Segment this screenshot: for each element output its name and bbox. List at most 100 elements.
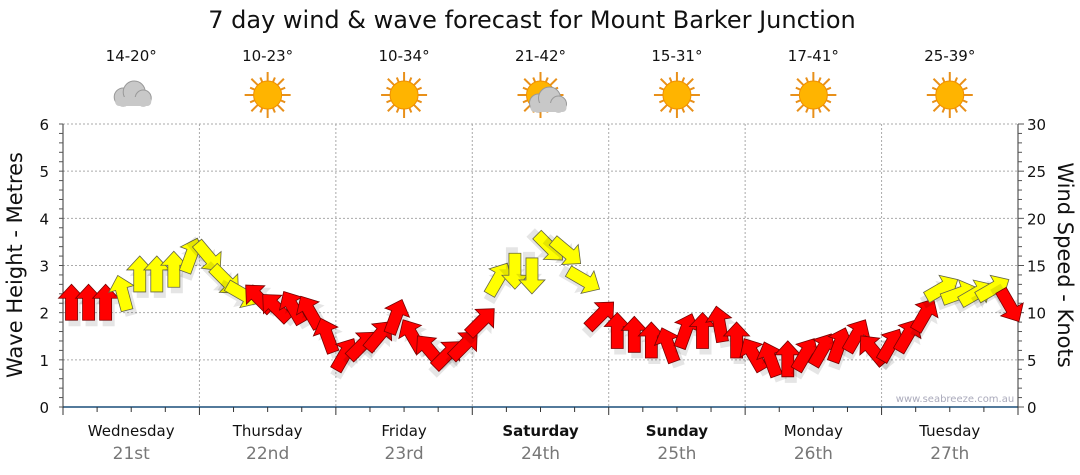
wind-arrow xyxy=(705,305,736,349)
sun-disc xyxy=(935,80,965,110)
cloud-base xyxy=(115,97,152,106)
day-date: 25th xyxy=(657,444,696,464)
wind-arrow-shape xyxy=(446,331,478,363)
sun-ray xyxy=(941,77,946,83)
wind-arrow xyxy=(542,234,582,265)
sun-ray xyxy=(249,99,256,104)
day-date: 22nd xyxy=(246,444,289,464)
y-tick-label-right: 0 xyxy=(1027,399,1037,417)
sun-ray xyxy=(250,104,259,112)
watermark: www.seabreeze.com.au xyxy=(896,394,1014,405)
day-name: Friday xyxy=(381,422,427,440)
wind-arrow-shape xyxy=(705,305,733,344)
sun-ray xyxy=(817,77,822,83)
wind-arrow xyxy=(186,236,222,272)
wind-arrow xyxy=(108,274,139,317)
sun-icon xyxy=(653,72,700,118)
sun-ray xyxy=(681,77,686,83)
sun-ray xyxy=(689,86,695,91)
day-temperature: 21-42° xyxy=(515,47,566,65)
day-date: 21st xyxy=(113,444,150,464)
y-tick-label-right: 25 xyxy=(1027,163,1046,181)
sun-ray xyxy=(796,104,805,112)
sun-disc xyxy=(662,80,692,110)
wind-arrow-shape xyxy=(722,321,751,359)
wind-arrow xyxy=(739,338,773,377)
day-name: Monday xyxy=(784,422,843,440)
wind-arrow xyxy=(722,321,753,364)
y-tick-label-right: 5 xyxy=(1027,352,1037,370)
day-temperature: 15-31° xyxy=(651,47,702,65)
sun-ray xyxy=(805,107,809,113)
y-tick-label-right: 20 xyxy=(1027,210,1046,228)
sun-ray xyxy=(825,86,832,91)
y-tick-label-left: 4 xyxy=(39,210,49,228)
day-name: Sunday xyxy=(646,422,709,440)
sun-ray xyxy=(276,104,285,112)
sun-ray xyxy=(658,99,665,104)
day-name: Saturday xyxy=(502,422,579,440)
cloud-icon xyxy=(113,80,152,107)
cloud-base xyxy=(530,103,567,112)
day-temperature: 10-23° xyxy=(242,47,293,65)
wind-arrow-shape xyxy=(312,317,340,355)
sun-ray xyxy=(659,78,668,86)
y-tick-label-right: 10 xyxy=(1027,305,1046,323)
sun-ray xyxy=(280,86,286,91)
sun-ray xyxy=(931,86,938,91)
sun-ray xyxy=(822,78,831,86)
wind-arrow-shape xyxy=(191,238,222,272)
wind-arrow xyxy=(445,331,478,369)
day-name: Thursday xyxy=(232,422,303,440)
sun-ray xyxy=(408,107,413,113)
wind-arrow xyxy=(909,298,939,340)
sun-ray xyxy=(954,107,958,113)
sun-icon xyxy=(790,72,837,118)
sun-ray xyxy=(962,99,968,104)
wind-arrow-shape xyxy=(909,298,939,334)
day-temperature: 25-39° xyxy=(924,47,975,65)
wind-arrow-shape xyxy=(463,308,495,339)
y-tick-label-left: 2 xyxy=(39,305,49,323)
sun-ray xyxy=(522,86,528,91)
y-tick-label-right: 15 xyxy=(1027,258,1046,276)
wind-arrow xyxy=(558,265,601,295)
sun-ray xyxy=(931,99,938,104)
sun-ray xyxy=(272,77,276,83)
wind-arrow-shape xyxy=(108,274,135,313)
sun-ray xyxy=(822,104,831,112)
wind-arrow-shape xyxy=(518,257,546,295)
sun-ray xyxy=(386,86,392,91)
sun-ray xyxy=(387,104,395,112)
sun-ray xyxy=(932,104,941,112)
wind-arrow xyxy=(462,308,495,345)
sun-ray xyxy=(413,78,422,86)
sun-ray xyxy=(681,107,686,113)
day-name: Wednesday xyxy=(88,422,175,440)
sun-ray xyxy=(523,78,532,86)
wind-arrow xyxy=(312,317,344,359)
day-temperature: 14-20° xyxy=(106,47,157,65)
wind-arrow-shape xyxy=(995,286,1024,323)
wind-arrow xyxy=(756,341,788,383)
sun-ray xyxy=(658,86,665,91)
sun-ray xyxy=(668,107,673,113)
sun-disc xyxy=(798,80,828,110)
sun-ray xyxy=(668,77,673,83)
wind-arrow xyxy=(515,251,546,295)
sun-cloud-icon xyxy=(517,72,567,118)
y-tick-label-left: 5 xyxy=(39,163,49,181)
y-tick-label-left: 3 xyxy=(39,258,49,276)
sun-ray xyxy=(276,78,285,86)
wind-arrow-shape xyxy=(957,279,993,309)
sun-ray xyxy=(958,104,967,112)
wind-arrow-shape xyxy=(739,338,768,374)
sun-disc xyxy=(389,80,419,110)
sun-ray xyxy=(250,78,259,86)
y-axis-left-label: Wave Height - Metres xyxy=(3,152,27,378)
y-tick-label-left: 0 xyxy=(39,399,49,417)
day-date: 27th xyxy=(930,444,969,464)
sun-icon xyxy=(926,72,973,118)
sun-ray xyxy=(795,99,801,104)
